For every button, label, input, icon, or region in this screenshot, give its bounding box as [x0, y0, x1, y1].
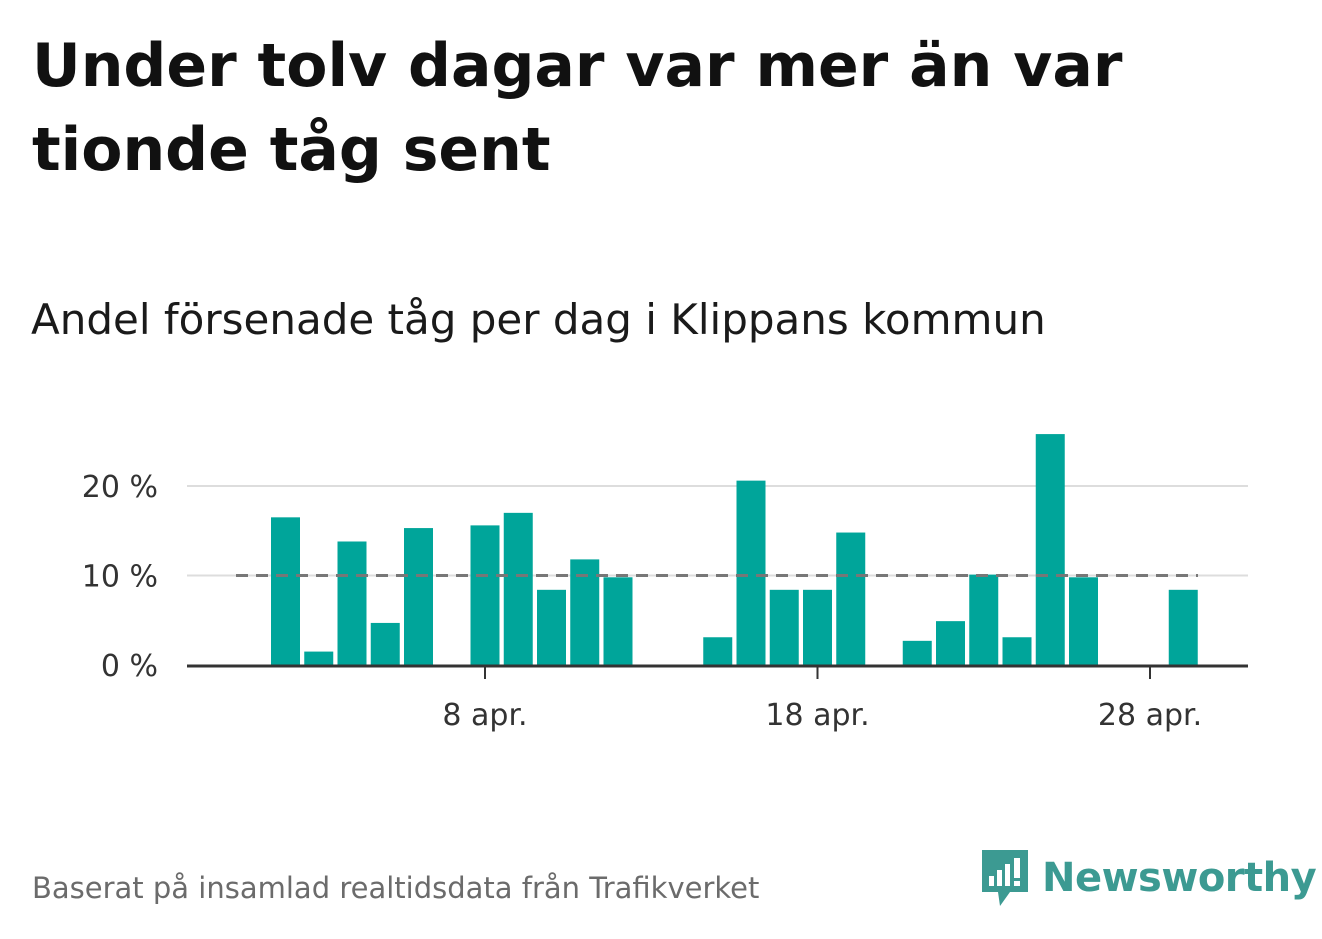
bar-day-25: [1035, 434, 1065, 665]
bar-chart: 0 % 10 % 20 % 8 apr. 18 apr. 28 apr.: [82, 434, 1248, 733]
chart-title: Under tolv dagar var mer än var tionde t…: [32, 31, 1123, 185]
bar-day-10: [537, 589, 566, 665]
bar-day-5: [370, 622, 400, 665]
bar-day-15: [703, 637, 733, 665]
newsworthy-logo-icon: [982, 850, 1028, 906]
x-axis-ticks: 8 apr. 18 apr. 28 apr.: [442, 667, 1202, 733]
bar-day-26: [1069, 577, 1098, 665]
bar-day-12: [603, 577, 633, 665]
bar-day-3: [304, 651, 334, 665]
source-note: Baserat på insamlad realtidsdata från Tr…: [32, 871, 760, 905]
bar-day-6: [404, 528, 433, 665]
y-tick-label: 10 %: [82, 560, 158, 595]
logo-text: Newsworthy: [1042, 855, 1317, 901]
bar-day-18: [803, 589, 832, 665]
newsworthy-logo: Newsworthy: [980, 848, 1317, 908]
bar-day-22: [936, 621, 965, 665]
y-axis-tick-labels: 0 % 10 % 20 %: [82, 470, 158, 684]
bar-day-17: [769, 589, 799, 665]
bar-day-16: [736, 480, 766, 665]
bar-day-8: [470, 525, 500, 665]
bar-day-19: [836, 532, 866, 665]
y-tick-label: 0 %: [101, 649, 158, 684]
bar-day-9: [503, 512, 533, 665]
chart-subtitle: Andel försenade tåg per dag i Klippans k…: [31, 295, 1046, 344]
bars: [271, 434, 1198, 665]
x-tick-label: 28 apr.: [1098, 698, 1202, 733]
y-tick-label: 20 %: [82, 470, 158, 505]
bar-day-4: [337, 541, 367, 665]
bar-day-21: [902, 640, 932, 665]
x-tick-label: 18 apr.: [765, 698, 869, 733]
bar-day-29: [1168, 589, 1198, 665]
bar-day-2: [271, 517, 300, 665]
bar-day-24: [1002, 637, 1032, 665]
x-tick-label: 8 apr.: [442, 698, 527, 733]
bar-day-23: [969, 574, 999, 665]
